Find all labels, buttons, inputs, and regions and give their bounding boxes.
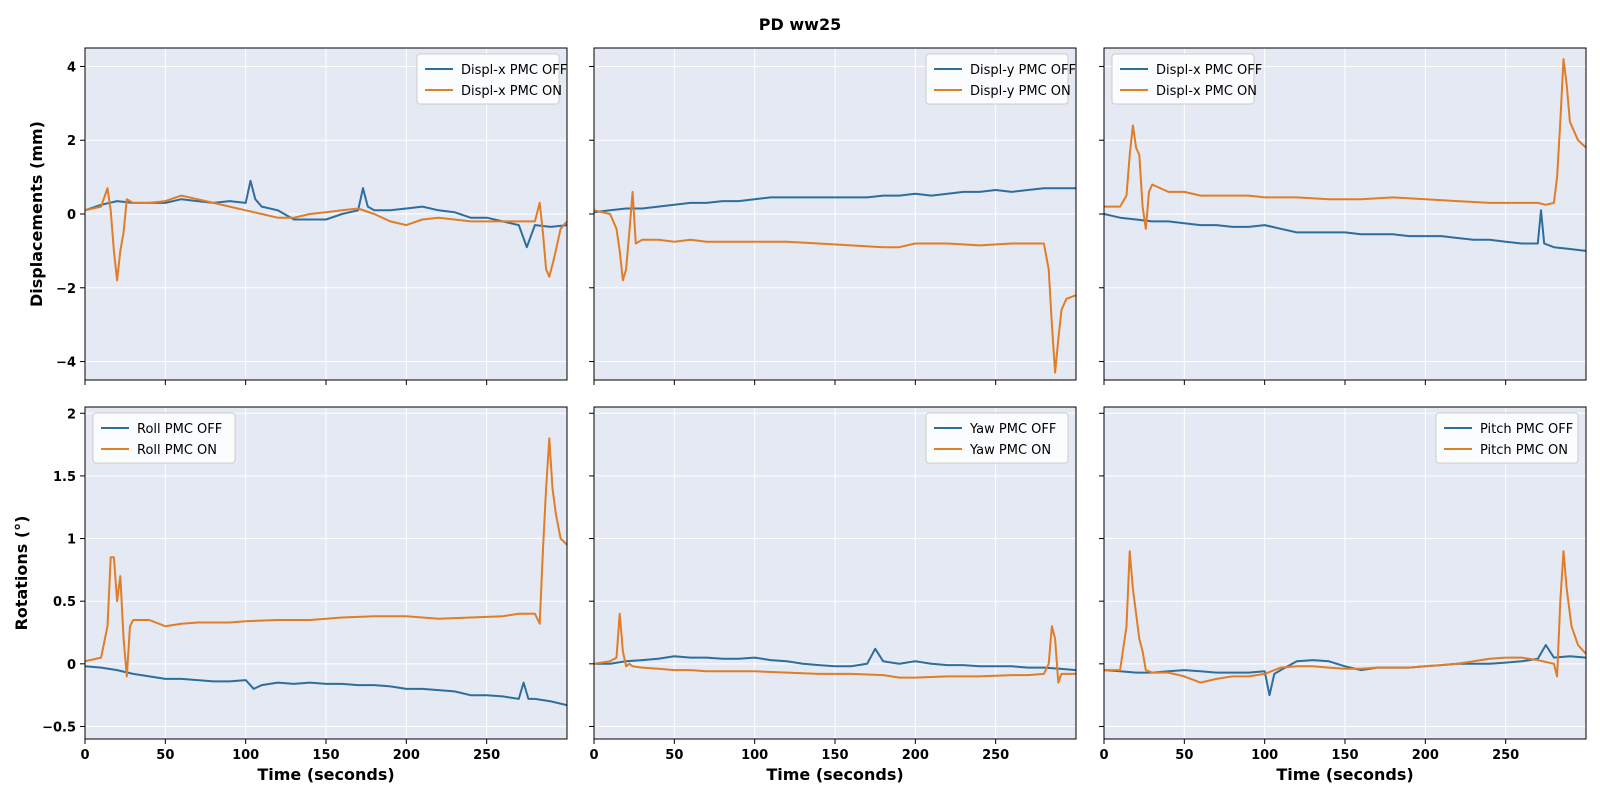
subplot-panel: Displ-y PMC OFF Displ-y PMC ON bbox=[589, 47, 1077, 385]
y-tick-label: 0 bbox=[67, 658, 76, 673]
legend-label: Yaw PMC OFF bbox=[969, 422, 1056, 437]
legend-box bbox=[925, 412, 1069, 464]
y-tick-label: 0.5 bbox=[53, 595, 76, 610]
legend-label: Displ-x PMC OFF bbox=[461, 63, 567, 78]
series-line-off bbox=[1104, 644, 1586, 697]
y-tick-label: 1 bbox=[67, 533, 76, 548]
series-line-on bbox=[85, 187, 567, 282]
y-tick-label: 4 bbox=[67, 60, 76, 75]
x-tick-label: 250 bbox=[473, 748, 500, 763]
x-tick-label: 100 bbox=[741, 748, 768, 763]
x-tick-label: 250 bbox=[982, 748, 1009, 763]
legend-label: Roll PMC OFF bbox=[137, 422, 222, 437]
series-line-off bbox=[594, 187, 1076, 214]
x-axis-label: Time (seconds) bbox=[257, 765, 394, 784]
x-tick-label: 50 bbox=[665, 748, 683, 763]
figure-title: PD ww25 bbox=[759, 15, 841, 34]
series-line-on bbox=[594, 190, 1076, 374]
legend-box bbox=[416, 53, 560, 105]
x-tick-label: 0 bbox=[589, 748, 598, 763]
series-line-off bbox=[85, 179, 567, 249]
x-tick-label: 100 bbox=[232, 748, 259, 763]
subplot-panel: 0 50 100 150 200 250 Time (seconds) Pitch PMC O… bbox=[1099, 406, 1587, 784]
legend-label: Displ-y PMC OFF bbox=[970, 63, 1076, 78]
x-tick-label: 150 bbox=[1331, 748, 1358, 763]
x-tick-label: 200 bbox=[393, 748, 420, 763]
legend: Yaw PMC OFF Yaw PMC ON bbox=[925, 412, 1069, 464]
y-axis-label: Rotations (°) bbox=[12, 516, 31, 631]
y-tick-label: 1.5 bbox=[53, 470, 76, 485]
legend-label: Pitch PMC ON bbox=[1480, 443, 1568, 458]
subplot-grid: −4 −2 0 2 4 Displacements (mm) Displ-x PMC OFF… bbox=[12, 47, 1587, 784]
legend-label: Displ-y PMC ON bbox=[970, 84, 1071, 99]
series-line-off bbox=[85, 665, 567, 707]
x-tick-label: 0 bbox=[80, 748, 89, 763]
legend: Pitch PMC OFF Pitch PMC ON bbox=[1435, 412, 1579, 464]
x-axis-label: Time (seconds) bbox=[1276, 765, 1413, 784]
x-tick-label: 0 bbox=[1099, 748, 1108, 763]
legend-box bbox=[92, 412, 236, 464]
legend-label: Displ-x PMC OFF bbox=[1156, 63, 1262, 78]
x-tick-label: 50 bbox=[156, 748, 174, 763]
legend: Displ-y PMC OFF Displ-y PMC ON bbox=[925, 53, 1076, 105]
x-axis-label: Time (seconds) bbox=[766, 765, 903, 784]
x-tick-label: 150 bbox=[312, 748, 339, 763]
y-tick-label: −2 bbox=[56, 282, 76, 297]
series-line-on bbox=[1104, 550, 1586, 684]
series-line-on bbox=[1104, 58, 1586, 230]
legend-label: Displ-x PMC ON bbox=[1156, 84, 1257, 99]
subplot-panel: 0 50 100 150 200 250 −0.5 0 0.5 1 1.5 2 Time (second… bbox=[12, 406, 568, 784]
x-tick-label: 200 bbox=[902, 748, 929, 763]
series-line-on bbox=[85, 437, 567, 678]
legend-label: Pitch PMC OFF bbox=[1480, 422, 1573, 437]
y-tick-label: 2 bbox=[67, 134, 76, 149]
legend-label: Displ-x PMC ON bbox=[461, 84, 562, 99]
y-tick-label: −0.5 bbox=[42, 720, 76, 735]
legend: Roll PMC OFF Roll PMC ON bbox=[92, 412, 236, 464]
x-tick-label: 100 bbox=[1251, 748, 1278, 763]
legend: Displ-x PMC OFF Displ-x PMC ON bbox=[416, 53, 567, 105]
x-tick-label: 200 bbox=[1412, 748, 1439, 763]
y-tick-label: −4 bbox=[56, 356, 76, 371]
legend-box bbox=[1435, 412, 1579, 464]
subplot-panel: 0 50 100 150 200 250 Time (seconds) Yaw PMC OFF… bbox=[589, 406, 1077, 784]
subplot-panel: −4 −2 0 2 4 Displacements (mm) Displ-x PMC OFF… bbox=[27, 47, 568, 385]
legend-box bbox=[925, 53, 1069, 105]
x-tick-label: 150 bbox=[821, 748, 848, 763]
legend-label: Yaw PMC ON bbox=[969, 443, 1051, 458]
series-line-off bbox=[594, 647, 1076, 672]
y-tick-label: 0 bbox=[67, 208, 76, 223]
series-line-on bbox=[594, 612, 1076, 684]
legend-box bbox=[1111, 53, 1255, 105]
y-tick-label: 2 bbox=[67, 407, 76, 422]
x-tick-label: 250 bbox=[1492, 748, 1519, 763]
series-line-off bbox=[1104, 209, 1586, 252]
legend: Displ-x PMC OFF Displ-x PMC ON bbox=[1111, 53, 1262, 105]
x-tick-label: 50 bbox=[1175, 748, 1193, 763]
subplot-panel: Displ-x PMC OFF Displ-x PMC ON bbox=[1099, 47, 1587, 385]
legend-label: Roll PMC ON bbox=[137, 443, 217, 458]
y-axis-label: Displacements (mm) bbox=[27, 121, 46, 307]
